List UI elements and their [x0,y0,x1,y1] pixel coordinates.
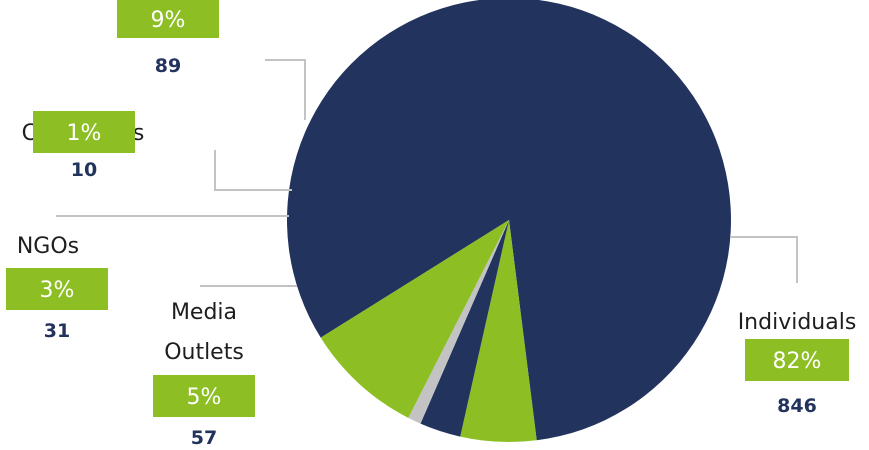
pie-slice-other [320,220,509,418]
count-label-companies: 10 [71,159,97,181]
count-label-media-outlets: 57 [191,427,217,449]
leader-line-companies [214,150,292,191]
slice-labels: Individuals 82% 846 Media Outlets 5% 57 NGOs 3% 3… [6,0,856,449]
percent-badge-ngos [6,268,108,310]
leader-lines [56,59,798,287]
percent-label-other: 9% [151,8,186,33]
count-label-other: 89 [155,55,181,77]
percent-badge-other [117,0,219,38]
pie-slices [286,0,731,442]
pie-slice-individuals [286,0,731,441]
percent-label-companies: 1% [67,121,102,146]
label-name-ngos: NGOs [17,234,79,259]
label-name-media-outlets-line-2: Outlets [164,340,244,365]
pie-slice-media-outlets [460,220,537,442]
leader-line-other [265,59,306,120]
leader-line-individuals [730,236,798,283]
percent-badge-companies [33,111,135,153]
label-name-individuals: Individuals [738,310,857,335]
pie-slice-ngos [420,220,509,437]
count-label-individuals: 846 [777,395,817,417]
percent-label-ngos: 3% [40,278,75,303]
label-name-media-outlets-line-1: Media [171,300,237,325]
pie-slice-companies [408,220,509,424]
percent-badge-individuals [745,339,849,381]
percent-badge-media-outlets [153,375,255,417]
count-label-ngos: 31 [44,320,70,342]
percent-label-individuals: 82% [773,349,822,374]
percent-label-media-outlets: 5% [187,385,222,410]
